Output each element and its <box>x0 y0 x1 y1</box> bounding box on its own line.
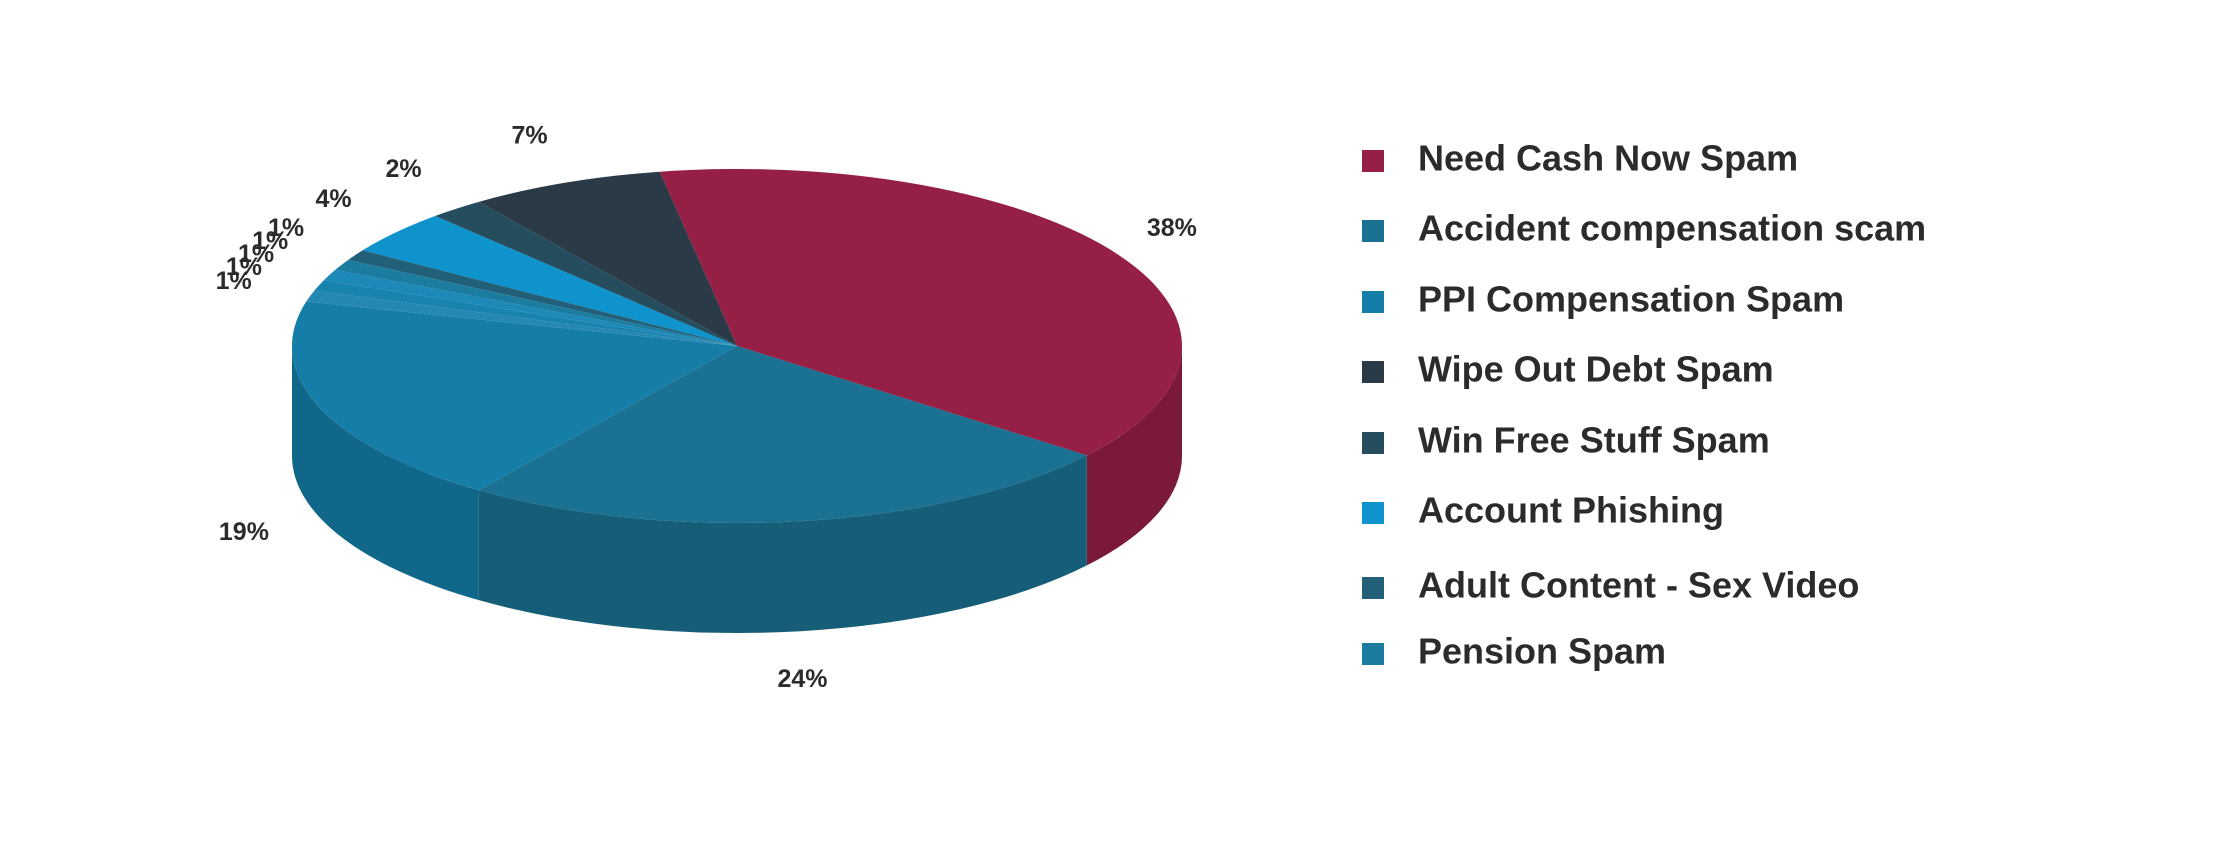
legend-label: Pension Spam <box>1418 631 1666 672</box>
legend-label: Adult Content - Sex Video <box>1418 565 1859 606</box>
data-label: 1% <box>268 214 304 242</box>
slice <box>362 215 737 346</box>
legend-swatch <box>1362 220 1384 242</box>
slice-side <box>478 455 1087 633</box>
legend-label: Accident compensation scam <box>1418 208 1926 249</box>
legend-label: Win Free Stuff Spam <box>1418 420 1770 461</box>
slice <box>659 169 1182 456</box>
legend-swatch <box>1362 432 1384 454</box>
legend-label: Wipe Out Debt Spam <box>1418 349 1774 390</box>
slice <box>323 269 737 346</box>
slice <box>478 171 737 346</box>
data-label: 2% <box>385 155 421 183</box>
legend-swatch <box>1362 577 1384 599</box>
data-label: 4% <box>315 185 351 213</box>
data-label: 1% <box>216 267 252 295</box>
slice <box>435 201 737 346</box>
slice <box>335 259 737 346</box>
slice <box>306 290 737 346</box>
slice <box>314 280 737 346</box>
data-label: 1% <box>226 253 262 281</box>
slice-side <box>292 346 479 601</box>
legend-label: Need Cash Now Spam <box>1418 138 1798 179</box>
data-label: 1% <box>252 227 288 255</box>
slice <box>478 346 1087 523</box>
data-label: 1% <box>238 240 274 268</box>
legend-swatch <box>1362 291 1384 313</box>
slice <box>292 301 737 491</box>
legend-label: Account Phishing <box>1418 490 1724 531</box>
data-label: 19% <box>219 518 269 546</box>
slice-side <box>1086 346 1182 566</box>
legend-swatch <box>1362 643 1384 665</box>
legend-swatch <box>1362 361 1384 383</box>
legend-swatch <box>1362 502 1384 524</box>
data-label: 38% <box>1147 214 1197 242</box>
legend-label: PPI Compensation Spam <box>1418 279 1844 320</box>
legend-swatch <box>1362 150 1384 172</box>
data-label: 24% <box>777 665 827 693</box>
slice <box>348 250 737 346</box>
data-label: 7% <box>511 122 547 150</box>
